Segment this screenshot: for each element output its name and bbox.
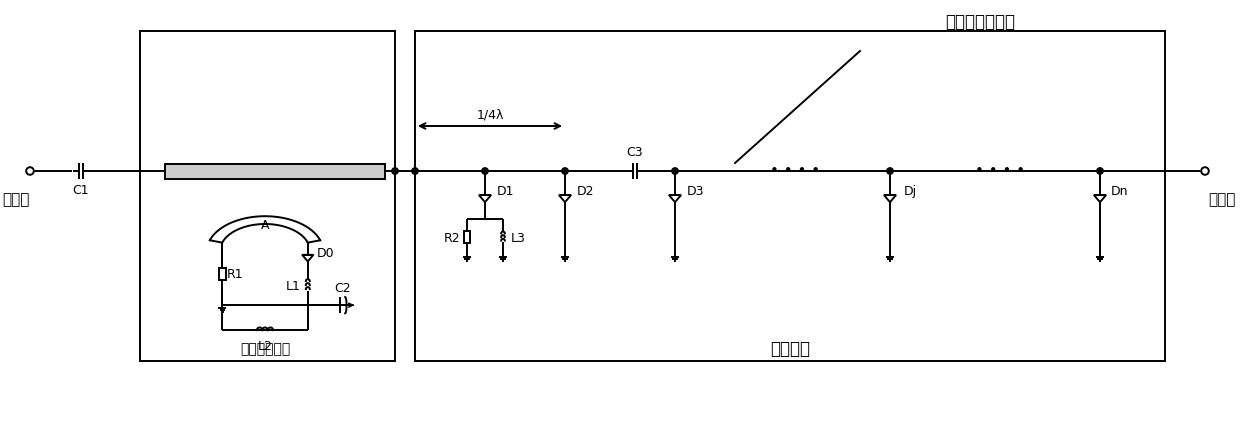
- Text: A: A: [260, 219, 269, 232]
- Circle shape: [562, 168, 568, 175]
- Text: • • • •: • • • •: [770, 164, 820, 179]
- Text: Dn: Dn: [1111, 185, 1128, 198]
- Circle shape: [887, 168, 893, 175]
- Text: 输入端: 输入端: [2, 192, 30, 207]
- Bar: [415, 32, 1166, 361]
- Text: D2: D2: [577, 185, 594, 198]
- Text: L2: L2: [258, 339, 273, 352]
- Text: Dj: Dj: [904, 185, 916, 198]
- Circle shape: [1097, 168, 1104, 175]
- Bar: [140, 32, 396, 361]
- Text: 输出端: 输出端: [1208, 192, 1236, 207]
- Text: C2: C2: [335, 281, 351, 294]
- Text: 微波信号传输线: 微波信号传输线: [945, 13, 1016, 31]
- Circle shape: [1202, 168, 1209, 176]
- Text: • • • •: • • • •: [975, 164, 1025, 179]
- Text: R2: R2: [444, 231, 460, 244]
- Circle shape: [392, 168, 398, 175]
- Circle shape: [672, 168, 678, 175]
- Text: 耦合检波网络: 耦合检波网络: [239, 341, 290, 355]
- Bar: [464, 232, 470, 243]
- Text: C1: C1: [73, 184, 89, 197]
- Text: D1: D1: [496, 185, 513, 198]
- Text: C3: C3: [626, 145, 644, 158]
- Bar: [165, 164, 384, 179]
- Text: D0: D0: [317, 247, 335, 259]
- Text: D3: D3: [686, 185, 704, 198]
- Circle shape: [26, 168, 33, 176]
- Text: 1/4λ: 1/4λ: [476, 108, 503, 121]
- Bar: [219, 268, 226, 280]
- Text: L3: L3: [511, 231, 526, 244]
- Text: L1: L1: [285, 279, 300, 292]
- Text: R1: R1: [227, 268, 243, 281]
- Circle shape: [482, 168, 489, 175]
- Text: 限幅网络: 限幅网络: [770, 339, 810, 357]
- Circle shape: [412, 168, 418, 175]
